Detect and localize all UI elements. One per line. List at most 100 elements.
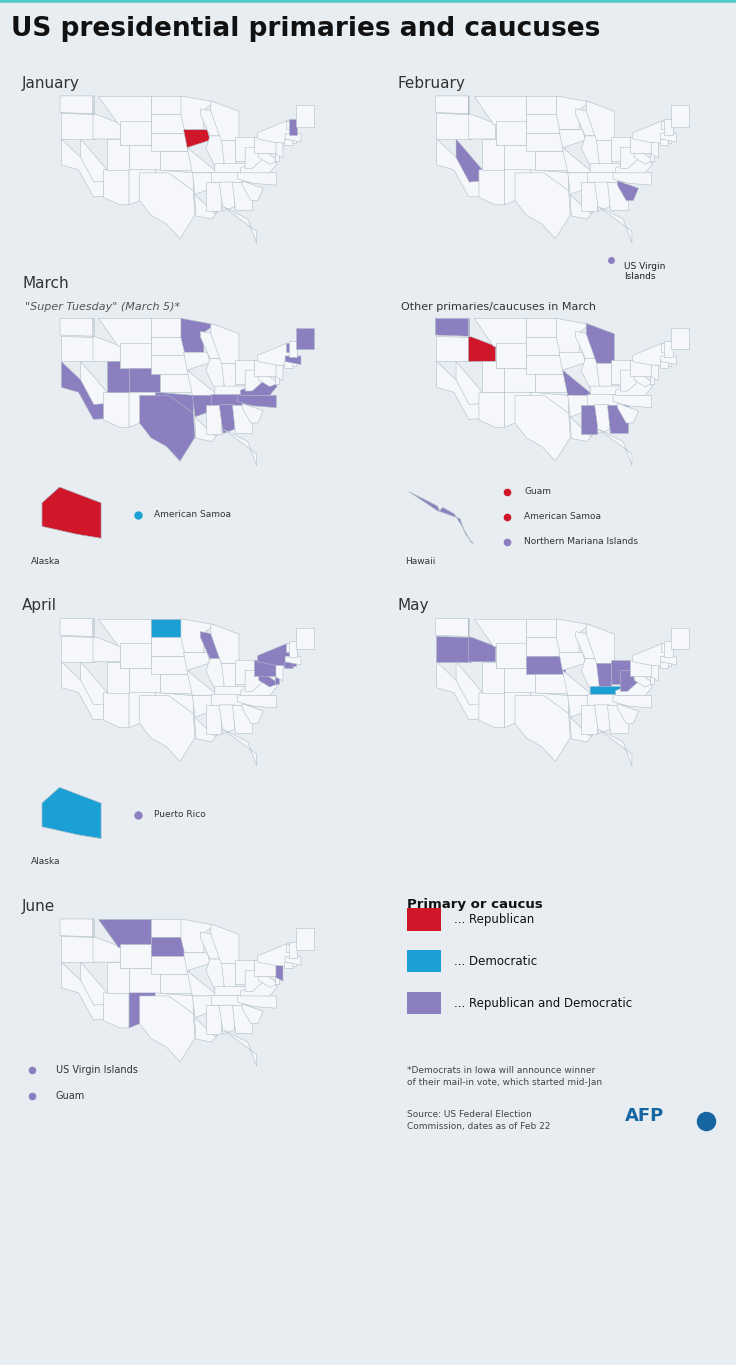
Polygon shape xyxy=(559,652,585,670)
Polygon shape xyxy=(81,139,107,182)
Polygon shape xyxy=(292,662,296,666)
Polygon shape xyxy=(504,367,535,392)
Polygon shape xyxy=(151,655,189,674)
Polygon shape xyxy=(255,136,280,153)
Text: Northern Mariana Islands: Northern Mariana Islands xyxy=(524,536,638,546)
Polygon shape xyxy=(567,396,590,416)
Polygon shape xyxy=(409,491,473,543)
Polygon shape xyxy=(241,156,277,173)
Polygon shape xyxy=(205,404,222,434)
Polygon shape xyxy=(255,659,280,676)
Polygon shape xyxy=(215,386,266,396)
Polygon shape xyxy=(276,666,283,681)
Polygon shape xyxy=(140,696,195,762)
Text: American Samoa: American Samoa xyxy=(155,511,231,519)
Polygon shape xyxy=(60,318,94,336)
Polygon shape xyxy=(456,662,482,704)
Polygon shape xyxy=(651,153,654,161)
Polygon shape xyxy=(221,141,236,165)
Text: Alaska: Alaska xyxy=(30,557,60,565)
Polygon shape xyxy=(515,396,570,461)
Polygon shape xyxy=(620,370,642,390)
Polygon shape xyxy=(289,942,297,958)
Polygon shape xyxy=(120,343,151,367)
Polygon shape xyxy=(258,120,292,143)
FancyBboxPatch shape xyxy=(408,992,441,1014)
Polygon shape xyxy=(660,657,676,665)
Polygon shape xyxy=(61,336,96,362)
Polygon shape xyxy=(665,341,673,358)
Polygon shape xyxy=(479,392,504,427)
Polygon shape xyxy=(60,618,94,636)
Polygon shape xyxy=(651,666,658,681)
Polygon shape xyxy=(286,643,294,652)
Polygon shape xyxy=(60,96,94,113)
Polygon shape xyxy=(245,971,266,991)
Polygon shape xyxy=(284,139,293,145)
Polygon shape xyxy=(129,367,160,392)
Polygon shape xyxy=(660,356,676,364)
Polygon shape xyxy=(219,704,235,734)
Polygon shape xyxy=(436,139,479,197)
Polygon shape xyxy=(93,318,120,362)
Polygon shape xyxy=(562,147,592,173)
Polygon shape xyxy=(595,182,610,212)
Polygon shape xyxy=(436,362,479,419)
Text: ... Democratic: ... Democratic xyxy=(454,954,537,968)
Polygon shape xyxy=(596,141,611,165)
Text: AFP: AFP xyxy=(625,1107,665,1125)
Polygon shape xyxy=(242,703,263,723)
Polygon shape xyxy=(468,618,495,662)
Polygon shape xyxy=(99,318,151,347)
Polygon shape xyxy=(596,363,611,388)
Text: June: June xyxy=(22,898,55,913)
Polygon shape xyxy=(581,359,601,392)
Polygon shape xyxy=(576,332,601,359)
Polygon shape xyxy=(61,962,104,1020)
Polygon shape xyxy=(285,356,301,364)
Polygon shape xyxy=(99,919,151,947)
Polygon shape xyxy=(651,366,658,381)
Polygon shape xyxy=(482,139,504,169)
Polygon shape xyxy=(468,318,495,362)
Polygon shape xyxy=(151,318,181,337)
Polygon shape xyxy=(155,692,194,714)
Polygon shape xyxy=(526,637,560,655)
Polygon shape xyxy=(181,96,215,130)
Polygon shape xyxy=(611,136,630,161)
Polygon shape xyxy=(259,976,278,987)
Polygon shape xyxy=(194,194,218,218)
Polygon shape xyxy=(436,336,472,362)
Polygon shape xyxy=(151,337,185,355)
Polygon shape xyxy=(151,115,185,132)
Polygon shape xyxy=(607,182,628,210)
Polygon shape xyxy=(634,676,654,687)
Text: Guam: Guam xyxy=(524,487,551,497)
Polygon shape xyxy=(504,667,535,692)
Text: Other primaries/caucuses in March: Other primaries/caucuses in March xyxy=(401,303,595,313)
Polygon shape xyxy=(194,1017,218,1041)
Polygon shape xyxy=(194,717,218,741)
Polygon shape xyxy=(436,636,472,662)
Polygon shape xyxy=(151,355,189,374)
Polygon shape xyxy=(210,101,239,141)
Polygon shape xyxy=(436,318,470,336)
Polygon shape xyxy=(206,659,226,692)
Polygon shape xyxy=(630,659,655,676)
Polygon shape xyxy=(607,704,628,733)
Polygon shape xyxy=(531,692,569,714)
Polygon shape xyxy=(241,378,277,396)
Polygon shape xyxy=(129,667,160,692)
Polygon shape xyxy=(661,643,669,652)
Polygon shape xyxy=(504,692,531,728)
Polygon shape xyxy=(581,182,597,212)
Polygon shape xyxy=(238,995,276,1009)
Polygon shape xyxy=(93,618,120,662)
Polygon shape xyxy=(292,362,296,366)
Polygon shape xyxy=(151,96,181,115)
Polygon shape xyxy=(259,676,278,687)
Polygon shape xyxy=(160,674,192,692)
Text: Source: US Federal Election
Commission, dates as of Feb 22: Source: US Federal Election Commission, … xyxy=(408,1110,551,1132)
Polygon shape xyxy=(236,136,255,161)
Polygon shape xyxy=(258,643,292,666)
